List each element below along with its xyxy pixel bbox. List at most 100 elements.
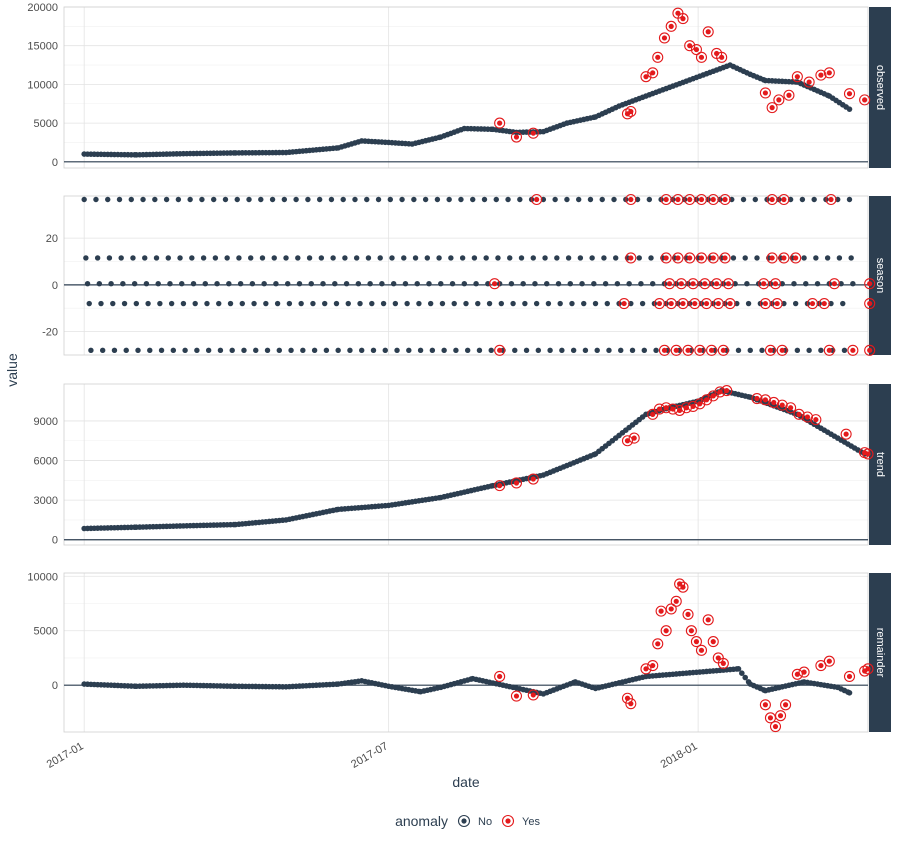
season-point-yes-ring	[677, 298, 689, 310]
season-point-yes-ring	[818, 298, 830, 310]
remainder-point-yes	[673, 598, 679, 604]
season-point-no	[229, 347, 235, 354]
season-point-no	[300, 347, 306, 354]
remainder-point-yes-ring	[769, 721, 782, 733]
season-point-no	[459, 255, 466, 261]
season-point-no	[594, 347, 600, 354]
season-point-no	[121, 300, 128, 307]
observed-point-yes	[719, 54, 725, 60]
season-point-no	[411, 196, 417, 203]
observed-point-yes-ring	[658, 32, 671, 44]
season-point-no	[791, 280, 797, 287]
season-point-no	[306, 255, 313, 261]
remainder-point-yes-ring	[717, 657, 729, 669]
remainder-panel-border	[63, 572, 869, 733]
remainder-point-yes-ring	[843, 670, 856, 683]
observed-strip	[869, 7, 891, 168]
season-point-no	[592, 300, 599, 307]
season-point-no	[120, 280, 126, 287]
remainder-point-yes	[710, 639, 716, 645]
season-point-no	[611, 196, 617, 203]
remainder-point-yes-ring	[660, 625, 672, 637]
season-point-no	[587, 196, 594, 203]
season-point-no	[836, 255, 843, 261]
season-point-no	[422, 196, 429, 203]
trend-point-yes-ring	[707, 390, 719, 402]
season-y-tick-label: -20	[42, 327, 58, 339]
season-point-no	[199, 196, 205, 203]
observed-point-yes	[818, 72, 824, 78]
season-point-yes-ring	[675, 278, 687, 290]
season-point-yes	[663, 255, 669, 261]
remainder-point-yes-ring	[685, 625, 697, 637]
remainder-point-no	[846, 689, 853, 696]
observed-point-yes	[628, 108, 634, 115]
observed-point-yes-ring	[773, 94, 785, 106]
season-point-no	[106, 255, 113, 261]
season-point-no	[602, 280, 609, 287]
trend-point-yes	[697, 401, 703, 407]
season-point-yes-ring	[864, 278, 876, 290]
season-point-no	[745, 300, 752, 307]
observed-point-yes	[513, 134, 520, 140]
observed-point-yes	[794, 74, 800, 80]
season-point-no	[189, 255, 195, 261]
trend-point-yes-ring	[628, 432, 640, 444]
season-point-no	[522, 300, 528, 307]
season-point-no	[234, 196, 240, 203]
trend-point-yes	[771, 399, 777, 406]
season-point-no	[99, 347, 106, 354]
remainder-point-yes-ring	[494, 670, 506, 683]
season-point-no	[316, 196, 323, 203]
season-point-no	[83, 255, 89, 261]
remainder-point-yes-ring	[670, 595, 682, 607]
season-point-yes-ring	[717, 344, 729, 356]
season-point-yes-ring	[847, 344, 859, 356]
remainder-point-yes-ring	[510, 690, 523, 702]
observed-point-no	[846, 106, 853, 112]
remainder-point-yes	[643, 666, 649, 672]
season-point-no	[135, 347, 141, 354]
season-point-yes	[831, 281, 837, 287]
season-point-no	[96, 280, 103, 287]
season-point-yes-ring	[706, 344, 718, 356]
observed-point-yes	[762, 90, 768, 96]
season-point-no	[130, 255, 136, 261]
season-point-no	[552, 196, 558, 203]
remainder-point-yes	[777, 713, 784, 719]
trend-strip-label: trend	[874, 452, 886, 477]
observed-point-yes	[687, 43, 693, 49]
season-point-no	[345, 300, 351, 307]
season-point-no	[352, 196, 358, 203]
season-point-no	[98, 300, 104, 307]
season-point-no	[735, 347, 742, 354]
season-point-yes	[720, 347, 726, 353]
season-point-no	[577, 255, 584, 261]
remainder-point-yes	[693, 639, 700, 645]
remainder-y-tick-label: 0	[52, 680, 58, 692]
season-point-no	[116, 196, 123, 203]
season-point-no	[133, 300, 140, 307]
remainder-point-yes-ring	[665, 603, 677, 615]
remainder-point-yes	[762, 702, 768, 708]
season-point-no	[342, 255, 348, 261]
remainder-point-yes-ring	[695, 644, 708, 656]
season-point-no	[520, 280, 526, 287]
season-point-yes	[722, 196, 728, 203]
remainder-point-yes	[628, 701, 634, 707]
season-point-yes-ring	[719, 252, 731, 264]
observed-point-yes	[675, 10, 681, 16]
season-point-no	[217, 347, 224, 354]
trend-point-yes	[779, 402, 785, 408]
season-point-yes-ring	[494, 344, 506, 356]
trend-point-yes	[677, 407, 683, 413]
observed-point-yes-ring	[791, 71, 803, 83]
season-point-no	[582, 347, 589, 354]
season-point-yes	[867, 347, 873, 353]
season-point-no	[177, 255, 183, 261]
season-point-no	[305, 196, 311, 203]
season-point-no	[840, 300, 846, 307]
season-point-no	[246, 196, 252, 203]
trend-point-yes	[865, 451, 871, 457]
